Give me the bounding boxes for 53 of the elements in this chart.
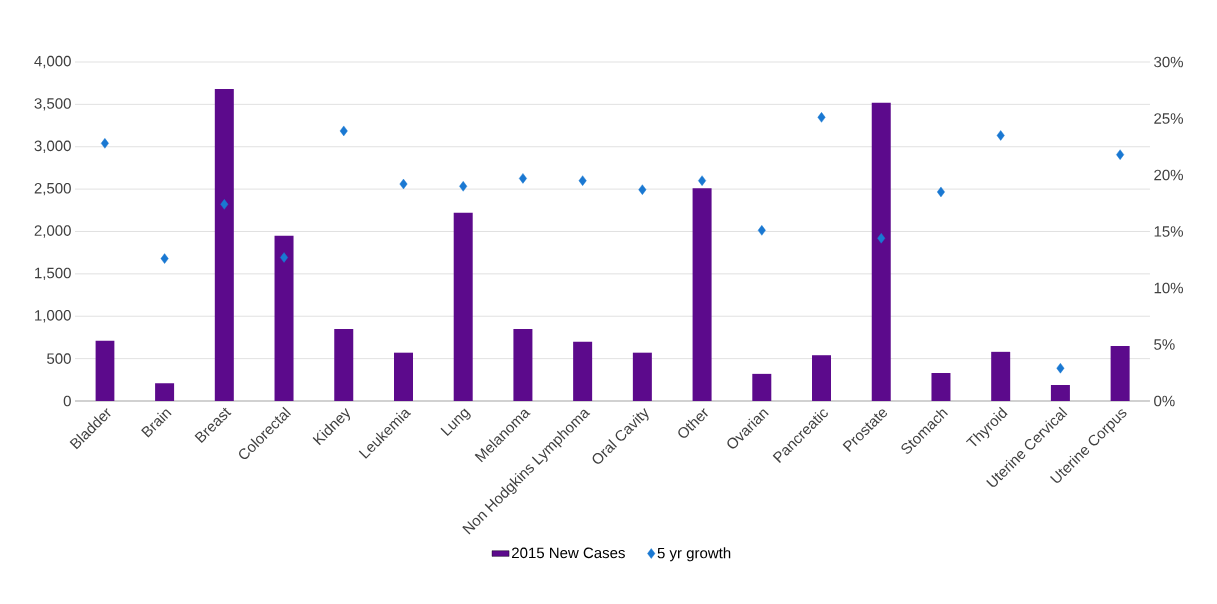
y2-tick-label: 30%: [1154, 56, 1183, 68]
bar: [812, 355, 832, 401]
y-tick-label: 500: [47, 353, 71, 364]
point: [698, 175, 707, 186]
bar: [1110, 345, 1130, 401]
y2-tick-label: 0%: [1154, 395, 1175, 407]
point: [1056, 363, 1065, 374]
bar: [1050, 384, 1070, 401]
point: [280, 252, 288, 263]
bar: [393, 352, 413, 401]
bar: [95, 340, 115, 401]
bar: [274, 235, 294, 401]
y-tick-label: 4,000: [34, 55, 71, 69]
point: [757, 225, 766, 236]
bar: [991, 351, 1011, 401]
bar: [931, 373, 951, 401]
y2-tick-label: 10%: [1154, 282, 1183, 294]
y2-tick-label: 25%: [1154, 113, 1183, 124]
bar: [214, 89, 234, 401]
bar: [871, 102, 891, 401]
point: [1116, 149, 1125, 160]
bar: [155, 383, 175, 401]
y-tick-label: 1,500: [35, 267, 71, 281]
y-tick-label: 2,000: [34, 225, 71, 238]
point: [459, 181, 468, 192]
bar: [692, 188, 712, 401]
point: [399, 178, 408, 190]
bar: [752, 373, 772, 401]
y-tick-label: 2,500: [34, 182, 71, 196]
bar: [334, 328, 354, 401]
point: [220, 199, 229, 210]
bar: [632, 352, 652, 401]
point: [877, 233, 886, 244]
y2-tick-label: 5%: [1154, 339, 1175, 350]
bar: [573, 341, 593, 401]
y2-tick-label: 15%: [1154, 226, 1183, 237]
point: [638, 184, 647, 195]
bar: [453, 212, 473, 401]
point: [160, 253, 169, 264]
point: [100, 138, 109, 149]
point: [817, 112, 826, 123]
y2-tick-label: 20%: [1154, 169, 1183, 181]
point: [578, 175, 587, 186]
legend-label: 5 yr growth: [657, 547, 731, 562]
point: [996, 130, 1005, 141]
y-tick-label: 1,000: [35, 310, 71, 323]
y-tick-label: 0: [63, 395, 71, 407]
y-tick-label: 3,000: [34, 140, 71, 153]
y-tick-label: 3,500: [34, 98, 71, 111]
legend-label: 2015 New Cases: [512, 547, 625, 559]
bar: [513, 328, 533, 401]
point: [339, 125, 348, 137]
point: [518, 173, 527, 184]
